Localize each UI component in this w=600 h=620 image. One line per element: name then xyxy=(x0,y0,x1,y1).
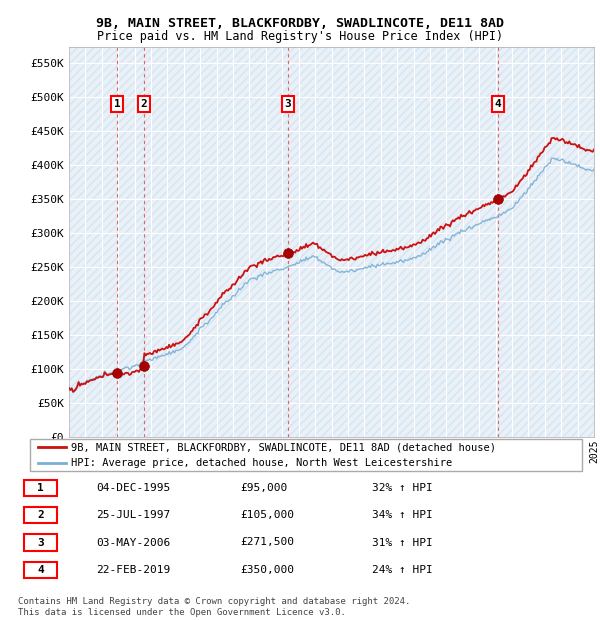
Text: £271,500: £271,500 xyxy=(240,538,294,547)
Text: 9B, MAIN STREET, BLACKFORDBY, SWADLINCOTE, DE11 8AD (detached house): 9B, MAIN STREET, BLACKFORDBY, SWADLINCOT… xyxy=(71,442,496,452)
FancyBboxPatch shape xyxy=(24,534,57,551)
FancyBboxPatch shape xyxy=(24,480,57,496)
Text: 3: 3 xyxy=(284,99,291,109)
Text: 03-MAY-2006: 03-MAY-2006 xyxy=(96,538,170,547)
Text: 4: 4 xyxy=(37,565,44,575)
Text: 9B, MAIN STREET, BLACKFORDBY, SWADLINCOTE, DE11 8AD: 9B, MAIN STREET, BLACKFORDBY, SWADLINCOT… xyxy=(96,17,504,30)
Text: 24% ↑ HPI: 24% ↑ HPI xyxy=(372,565,433,575)
Text: 22-FEB-2019: 22-FEB-2019 xyxy=(96,565,170,575)
Text: 25-JUL-1997: 25-JUL-1997 xyxy=(96,510,170,520)
FancyBboxPatch shape xyxy=(24,562,57,578)
Text: 1: 1 xyxy=(37,483,44,493)
Text: Contains HM Land Registry data © Crown copyright and database right 2024.
This d: Contains HM Land Registry data © Crown c… xyxy=(18,598,410,617)
Text: £95,000: £95,000 xyxy=(240,483,287,493)
Text: 3: 3 xyxy=(37,538,44,547)
FancyBboxPatch shape xyxy=(30,439,582,471)
Text: HPI: Average price, detached house, North West Leicestershire: HPI: Average price, detached house, Nort… xyxy=(71,458,452,468)
Text: Price paid vs. HM Land Registry's House Price Index (HPI): Price paid vs. HM Land Registry's House … xyxy=(97,30,503,43)
FancyBboxPatch shape xyxy=(24,507,57,523)
Text: 4: 4 xyxy=(494,99,501,109)
Text: 04-DEC-1995: 04-DEC-1995 xyxy=(96,483,170,493)
Text: £350,000: £350,000 xyxy=(240,565,294,575)
Text: 32% ↑ HPI: 32% ↑ HPI xyxy=(372,483,433,493)
Text: 1: 1 xyxy=(113,99,120,109)
Text: 34% ↑ HPI: 34% ↑ HPI xyxy=(372,510,433,520)
Text: 2: 2 xyxy=(37,510,44,520)
Text: 2: 2 xyxy=(140,99,148,109)
Text: £105,000: £105,000 xyxy=(240,510,294,520)
Text: 31% ↑ HPI: 31% ↑ HPI xyxy=(372,538,433,547)
